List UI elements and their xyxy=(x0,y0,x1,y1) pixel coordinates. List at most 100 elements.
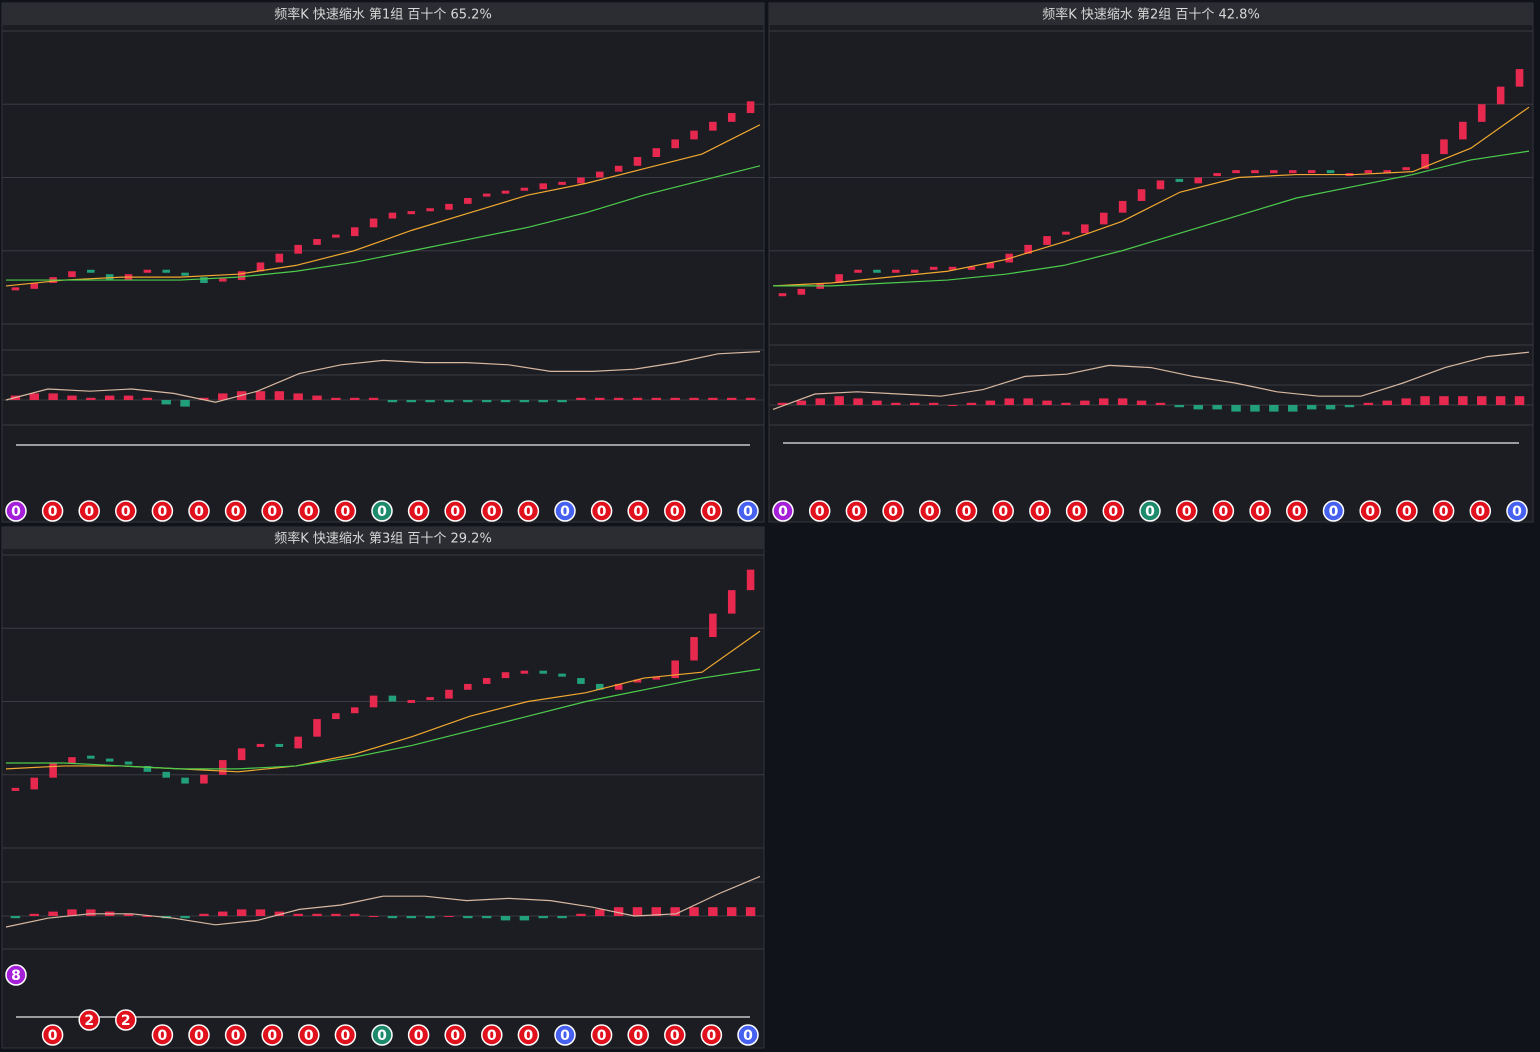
macd-bar xyxy=(425,400,435,403)
candle xyxy=(1081,224,1089,234)
candle xyxy=(986,262,995,269)
count-label: 0 xyxy=(633,504,643,520)
candle xyxy=(577,177,585,184)
count-bubble xyxy=(407,1024,430,1046)
macd-bar xyxy=(1363,402,1374,405)
count-label: 0 xyxy=(1255,504,1265,520)
candle xyxy=(929,266,938,270)
macd-bar xyxy=(947,405,958,406)
candle xyxy=(501,672,510,679)
count-label: 0 xyxy=(121,504,131,520)
count-label: 0 xyxy=(11,504,21,520)
count-bubble xyxy=(188,1024,210,1046)
macd-bar xyxy=(161,400,171,405)
candle xyxy=(1496,86,1505,105)
count-label: 0 xyxy=(84,504,94,520)
macd-bar xyxy=(632,907,643,916)
candle xyxy=(727,590,736,614)
candle xyxy=(30,777,39,790)
count-bubble xyxy=(845,500,868,522)
candle xyxy=(407,211,416,215)
candle xyxy=(275,253,284,263)
macd-bar xyxy=(651,907,662,916)
candle xyxy=(464,198,472,204)
candle xyxy=(1440,139,1448,155)
macd-bar xyxy=(368,397,379,400)
count-label: 0 xyxy=(267,504,277,520)
macd-bar xyxy=(670,397,680,400)
count-label: 0 xyxy=(778,504,788,520)
count-bubble xyxy=(261,500,283,522)
candle xyxy=(332,713,340,720)
count-bubble xyxy=(627,1024,649,1046)
candle xyxy=(388,695,397,702)
macd-bar xyxy=(368,916,379,917)
count-label: 0 xyxy=(341,1028,351,1044)
macd-bar xyxy=(595,397,605,400)
count-bubble xyxy=(298,500,320,522)
macd-bar xyxy=(1004,398,1014,405)
count-label: 0 xyxy=(1219,504,1229,520)
candle xyxy=(539,670,547,674)
macd-bar xyxy=(1212,405,1222,410)
count-label: 0 xyxy=(194,504,204,520)
macd-bar xyxy=(29,913,39,916)
count-label: 0 xyxy=(414,504,424,520)
macd-bar xyxy=(312,395,322,400)
count-bubble xyxy=(1029,500,1051,522)
candle xyxy=(482,678,491,684)
macd-bar xyxy=(1495,396,1506,405)
count-label: 0 xyxy=(1072,504,1082,520)
candle xyxy=(219,278,227,282)
candle xyxy=(709,121,717,131)
macd-bar xyxy=(312,913,322,916)
count-label: 0 xyxy=(304,1028,314,1044)
count-label: 0 xyxy=(231,1028,241,1044)
macd-bar xyxy=(1439,396,1449,405)
macd-bar xyxy=(199,913,209,916)
count-bubble xyxy=(627,500,649,522)
candle xyxy=(181,272,189,276)
macd-bar xyxy=(86,909,96,916)
count-bubble xyxy=(1432,500,1455,522)
count-label: 0 xyxy=(1475,504,1485,520)
macd-bar xyxy=(1174,405,1185,408)
count-label: 0 xyxy=(194,1028,204,1044)
count-label: 0 xyxy=(304,504,314,520)
panel-title: 频率K 快速缩水 第1组 百十个 65.2% xyxy=(274,7,492,23)
macd-bar xyxy=(142,916,153,917)
macd-bar xyxy=(406,916,416,919)
macd-bar xyxy=(199,397,209,400)
macd-bar xyxy=(727,907,737,916)
macd-bar xyxy=(331,397,341,400)
candle xyxy=(426,208,434,212)
macd-bar xyxy=(48,911,58,916)
count-label: 0 xyxy=(962,504,972,520)
candle xyxy=(1213,173,1221,177)
count-label: 0 xyxy=(560,504,570,520)
count-label: 0 xyxy=(414,1028,424,1044)
count-bubble xyxy=(188,500,210,522)
macd-bar xyxy=(236,909,247,916)
count-label: 0 xyxy=(670,1028,680,1044)
title-bar xyxy=(769,3,1533,25)
count-bubble xyxy=(115,500,137,522)
macd-bar xyxy=(651,397,662,400)
macd-bar xyxy=(387,400,398,403)
count-bubble xyxy=(772,500,794,522)
macd-bar xyxy=(86,397,96,400)
ma-fast-line xyxy=(5,124,761,287)
count-label: 0 xyxy=(231,504,241,520)
count-label: 0 xyxy=(1329,504,1339,520)
candle xyxy=(388,212,397,219)
macd-bar xyxy=(1250,405,1260,412)
candle xyxy=(892,269,900,273)
macd-bar xyxy=(576,913,586,916)
macd-bar xyxy=(1099,398,1109,405)
title-bar xyxy=(2,3,764,25)
macd-bar xyxy=(123,913,134,916)
candle xyxy=(313,719,321,737)
macd-bar xyxy=(123,395,134,400)
macd-bar xyxy=(689,907,699,916)
macd-bar xyxy=(815,398,825,405)
